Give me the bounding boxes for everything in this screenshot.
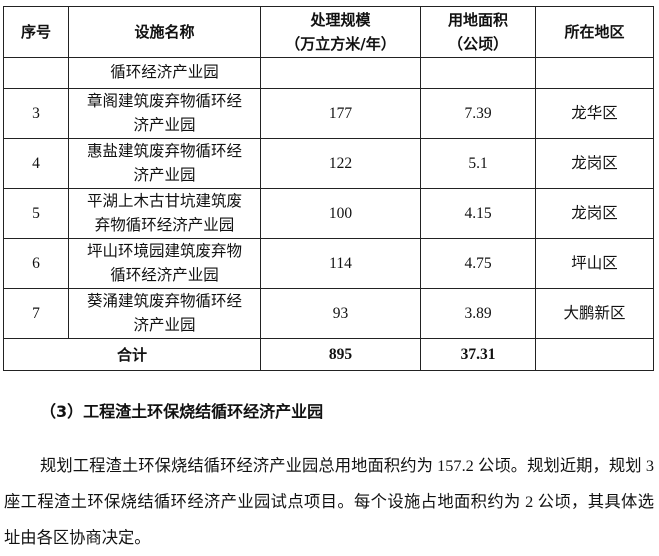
cell-district: 龙岗区	[535, 138, 654, 189]
table-row-total: 合计 895 37.31	[3, 338, 654, 371]
table-row: 4 惠盐建筑废弃物循环经济产业园 122 5.1 龙岗区	[3, 138, 654, 189]
cell-district	[535, 57, 654, 89]
header-no: 序号	[3, 6, 69, 58]
header-area-line1: 用地面积	[447, 11, 508, 29]
cell-scale	[260, 57, 421, 89]
header-scale-line2: （万立方米/年）	[285, 35, 396, 53]
cell-area: 7.39	[420, 88, 536, 139]
table-header: 序号 设施名称 处理规模 （万立方米/年） 用地面积 （公顷） 所在地区	[3, 6, 654, 58]
cell-name: 葵涌建筑废弃物循环经济产业园	[68, 288, 261, 339]
cell-scale: 177	[260, 88, 421, 139]
cell-scale: 100	[260, 188, 421, 239]
cell-name: 坪山环境园建筑废弃物循环经济产业园	[68, 238, 261, 289]
cell-name: 平湖上木古甘坑建筑废弃物循环经济产业园	[68, 188, 261, 239]
cell-area: 3.89	[420, 288, 536, 339]
cell-no: 4	[3, 138, 69, 189]
cell-area	[420, 57, 536, 89]
header-scale: 处理规模 （万立方米/年）	[260, 6, 421, 58]
table-row: 6 坪山环境园建筑废弃物循环经济产业园 114 4.75 坪山区	[3, 238, 654, 289]
table-row: 5 平湖上木古甘坑建筑废弃物循环经济产业园 100 4.15 龙岗区	[3, 188, 654, 239]
cell-area: 4.75	[420, 238, 536, 289]
cell-district: 龙岗区	[535, 188, 654, 239]
cell-no: 3	[3, 88, 69, 139]
table-row: 7 葵涌建筑废弃物循环经济产业园 93 3.89 大鹏新区	[3, 288, 654, 339]
cell-district: 龙华区	[535, 88, 654, 139]
cell-no: 6	[3, 238, 69, 289]
table-row-continuation: 循环经济产业园	[3, 57, 654, 89]
section-heading: （3）工程渣土环保烧结循环经济产业园	[40, 402, 324, 421]
header-name: 设施名称	[68, 6, 261, 58]
header-area-line2: （公顷）	[447, 35, 508, 53]
header-area: 用地面积 （公顷）	[420, 6, 536, 58]
cell-scale: 122	[260, 138, 421, 189]
cell-area: 4.15	[420, 188, 536, 239]
cell-district: 大鹏新区	[535, 288, 654, 339]
header-scale-line1: 处理规模	[310, 11, 371, 29]
cell-scale: 114	[260, 238, 421, 289]
cell-district: 坪山区	[535, 238, 654, 289]
facility-table: 序号 设施名称 处理规模 （万立方米/年） 用地面积 （公顷） 所在地区 循环经济产…	[3, 6, 654, 371]
total-label: 合计	[3, 338, 261, 371]
cell-name: 惠盐建筑废弃物循环经济产业园	[68, 138, 261, 189]
total-scale: 895	[260, 338, 421, 371]
cell-name: 循环经济产业园	[68, 57, 261, 89]
header-district: 所在地区	[535, 6, 654, 58]
total-empty	[535, 338, 654, 371]
cell-no	[3, 57, 69, 89]
table-row: 3 章阁建筑废弃物循环经济产业园 177 7.39 龙华区	[3, 88, 654, 139]
total-area: 37.31	[420, 338, 536, 371]
cell-scale: 93	[260, 288, 421, 339]
cell-no: 7	[3, 288, 69, 339]
cell-name: 章阁建筑废弃物循环经济产业园	[68, 88, 261, 139]
cell-no: 5	[3, 188, 69, 239]
section-paragraph: 规划工程渣土环保烧结循环经济产业园总用地面积约为 157.2 公顷。规划近期，规…	[4, 456, 654, 547]
cell-area: 5.1	[420, 138, 536, 189]
